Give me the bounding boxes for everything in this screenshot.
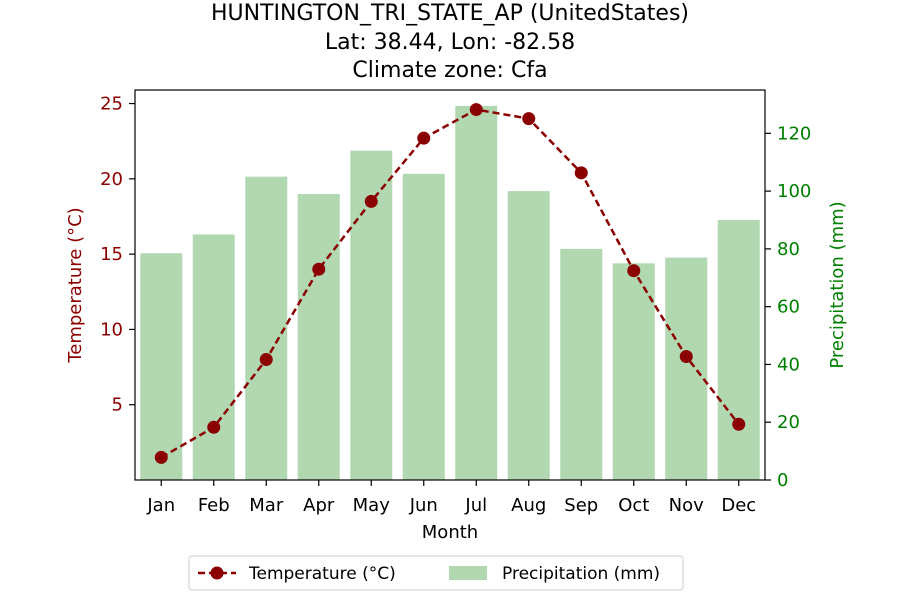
temperature-point xyxy=(732,417,746,431)
right-tick-label: 0 xyxy=(777,470,788,491)
right-y-axis: 0 20 40 60 80 100 120 xyxy=(765,123,811,491)
title-line-2: Lat: 38.44, Lon: -82.58 xyxy=(325,30,575,55)
temperature-point xyxy=(259,353,273,367)
temperature-point xyxy=(207,420,221,434)
left-tick-label: 25 xyxy=(100,94,123,115)
legend-precipitation-label: Precipitation (mm) xyxy=(502,564,660,584)
precipitation-bar xyxy=(612,263,655,480)
precipitation-bar xyxy=(717,220,760,480)
x-tick-label: Mar xyxy=(249,495,284,516)
temperature-point xyxy=(417,131,431,145)
legend-temperature-marker xyxy=(210,566,224,580)
x-tick-label: Jun xyxy=(409,495,438,516)
precipitation-bars xyxy=(140,105,760,480)
left-y-axis: 5 10 15 20 25 xyxy=(100,94,135,416)
precipitation-bar xyxy=(297,194,340,480)
precipitation-bar xyxy=(140,253,183,480)
right-tick-label: 20 xyxy=(777,412,800,433)
precipitation-bar xyxy=(665,257,708,480)
x-axis: Jan Feb Mar Apr May Jun Jul Aug Sep Oct Nov Dec xyxy=(146,480,756,516)
temperature-point xyxy=(574,166,588,180)
left-tick-label: 15 xyxy=(100,244,123,265)
x-tick-label: Dec xyxy=(721,495,756,516)
temperature-point xyxy=(522,112,536,126)
temperature-point xyxy=(679,350,693,364)
left-y-axis-label: Temperature (°C) xyxy=(65,207,86,363)
x-tick-label: Apr xyxy=(303,495,335,516)
chart-title: HUNTINGTON_TRI_STATE_AP (UnitedStates) L… xyxy=(211,1,689,83)
precipitation-bar xyxy=(455,105,498,480)
precipitation-bar xyxy=(192,234,235,480)
x-tick-label: Sep xyxy=(564,495,598,516)
right-tick-label: 60 xyxy=(777,297,800,318)
right-tick-label: 100 xyxy=(777,181,811,202)
title-line-1: HUNTINGTON_TRI_STATE_AP (UnitedStates) xyxy=(211,1,689,26)
left-tick-label: 10 xyxy=(100,319,123,340)
legend: Temperature (°C) Precipitation (mm) xyxy=(188,555,684,591)
x-tick-label: Jan xyxy=(146,495,175,516)
left-tick-label: 20 xyxy=(100,169,123,190)
x-tick-label: Oct xyxy=(618,495,649,516)
left-tick-label: 5 xyxy=(112,395,123,416)
x-tick-label: Nov xyxy=(669,495,704,516)
x-tick-label: Aug xyxy=(511,495,546,516)
temperature-point xyxy=(364,194,378,208)
right-tick-label: 40 xyxy=(777,354,800,375)
x-tick-label: Jul xyxy=(464,495,487,516)
plot-frame xyxy=(134,89,766,481)
temperature-point xyxy=(627,264,641,278)
temperature-series xyxy=(154,103,746,464)
temperature-point xyxy=(469,103,483,117)
right-tick-label: 120 xyxy=(777,123,811,144)
legend-box xyxy=(188,555,684,591)
right-y-axis-label: Precipitation (mm) xyxy=(827,201,848,368)
legend-precipitation-swatch xyxy=(449,566,487,580)
x-axis-label: Month xyxy=(422,522,478,543)
temperature-point xyxy=(154,450,168,464)
x-tick-label: May xyxy=(353,495,391,516)
precipitation-bar xyxy=(402,173,445,480)
right-tick-label: 80 xyxy=(777,239,800,260)
temperature-point xyxy=(312,262,326,276)
legend-temperature-label: Temperature (°C) xyxy=(248,564,396,584)
x-tick-label: Feb xyxy=(198,495,230,516)
title-line-3: Climate zone: Cfa xyxy=(352,58,547,83)
precipitation-bar xyxy=(245,176,288,480)
precipitation-bar xyxy=(507,191,550,480)
precipitation-bar xyxy=(560,248,603,480)
